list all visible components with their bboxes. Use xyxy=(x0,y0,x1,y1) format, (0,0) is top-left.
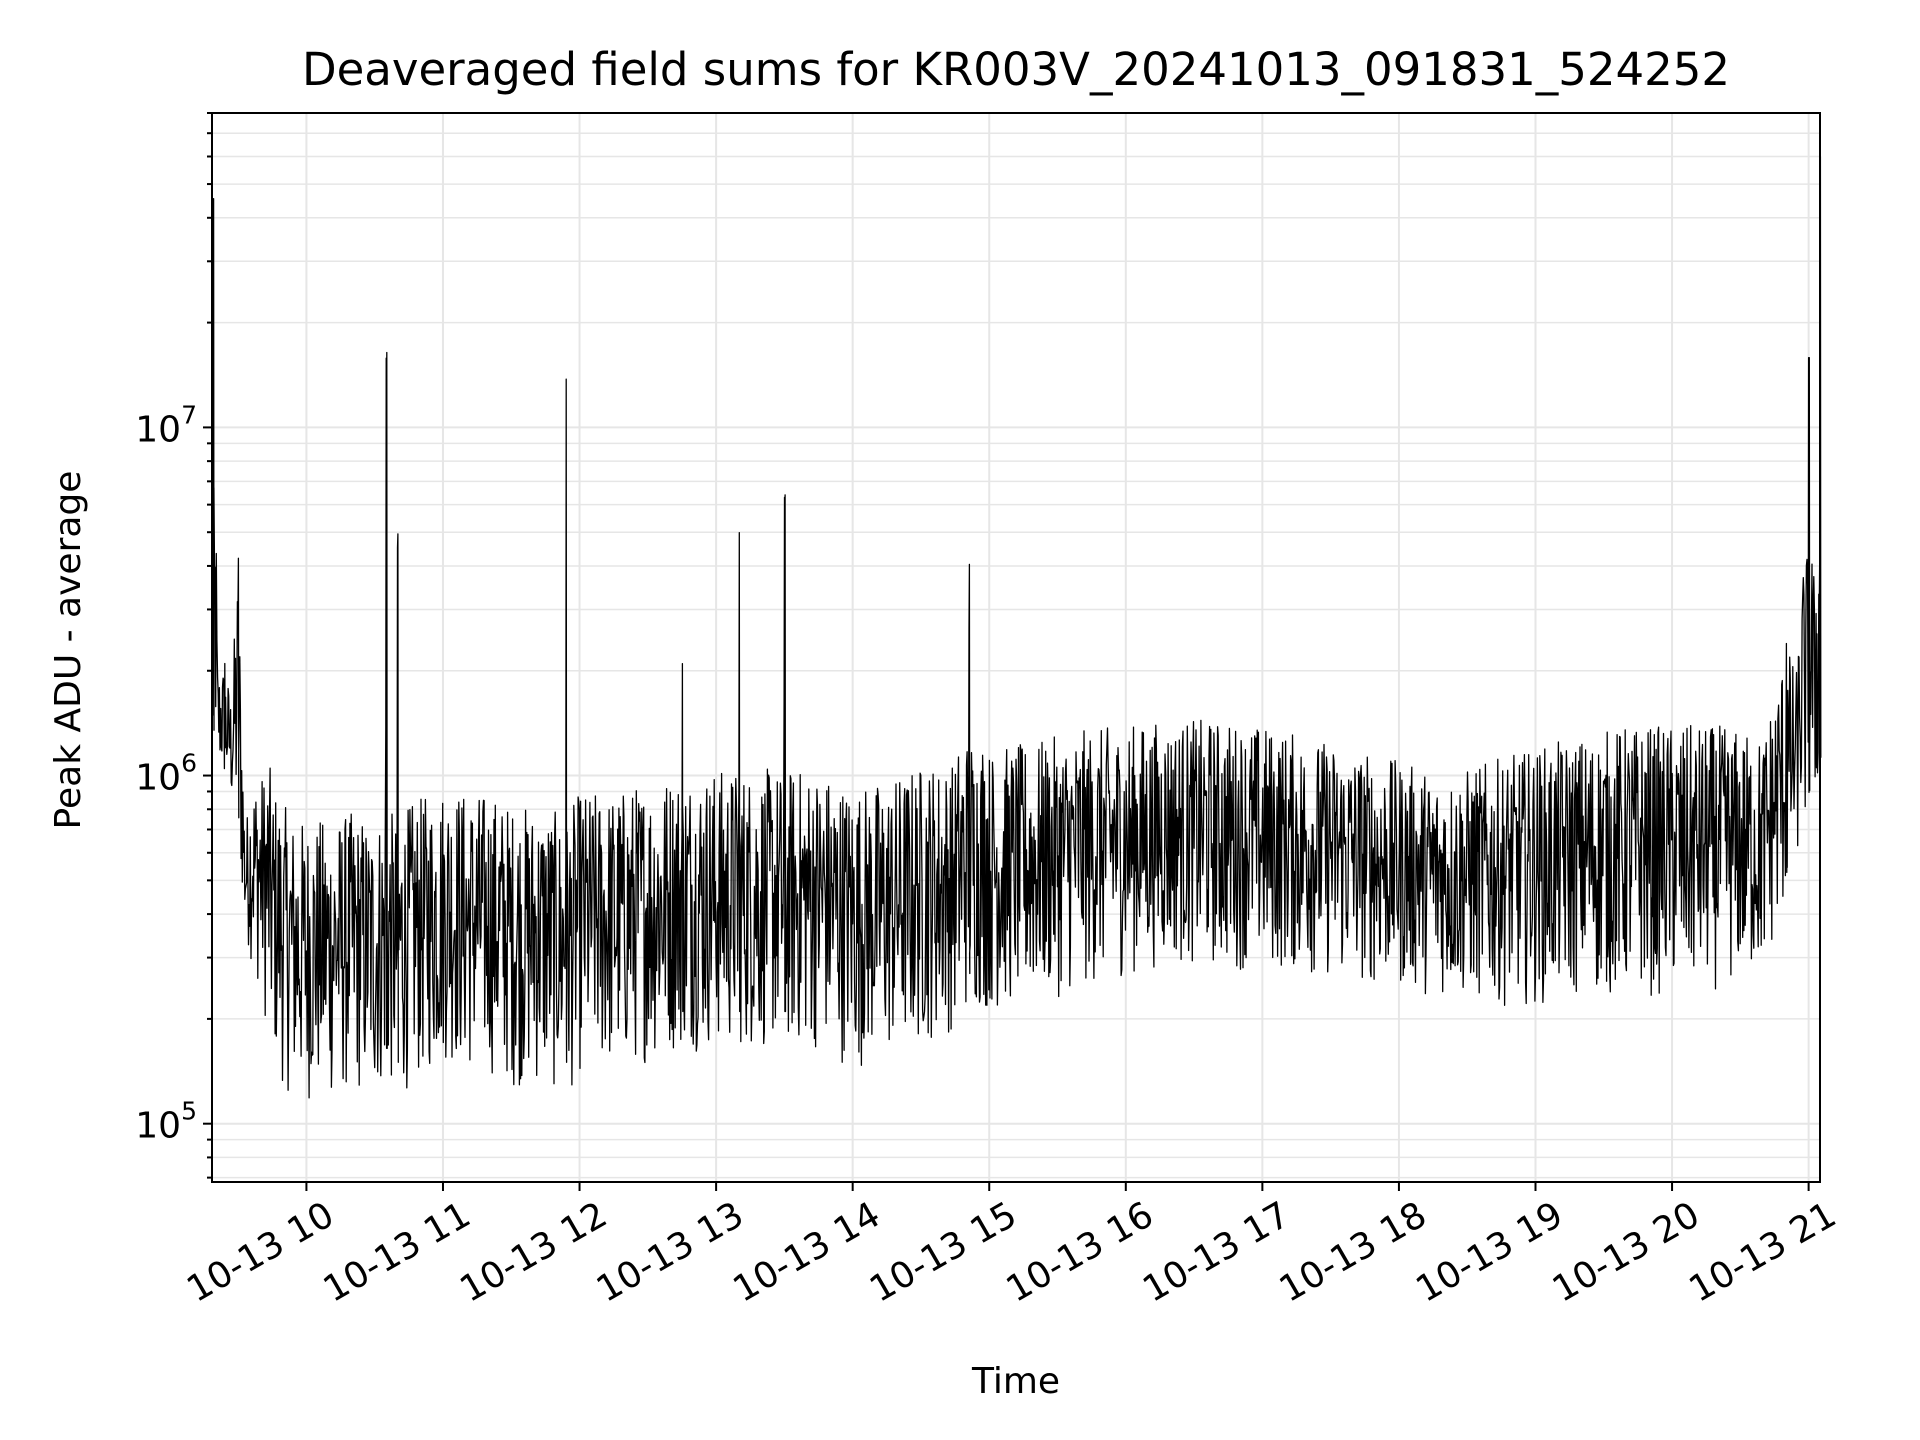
y-tick-label: 106 xyxy=(135,749,197,799)
data-layer xyxy=(211,155,1822,1099)
plot-frame xyxy=(211,112,1821,1183)
y-tick-label: 107 xyxy=(135,400,197,450)
y-tick-label: 105 xyxy=(135,1097,197,1147)
y-axis-label: Peak ADU - average xyxy=(48,471,89,830)
series-line xyxy=(211,155,1822,1099)
chart-title: Deaveraged field sums for KR003V_2024101… xyxy=(302,43,1730,96)
x-axis-label: Time xyxy=(971,1361,1060,1402)
